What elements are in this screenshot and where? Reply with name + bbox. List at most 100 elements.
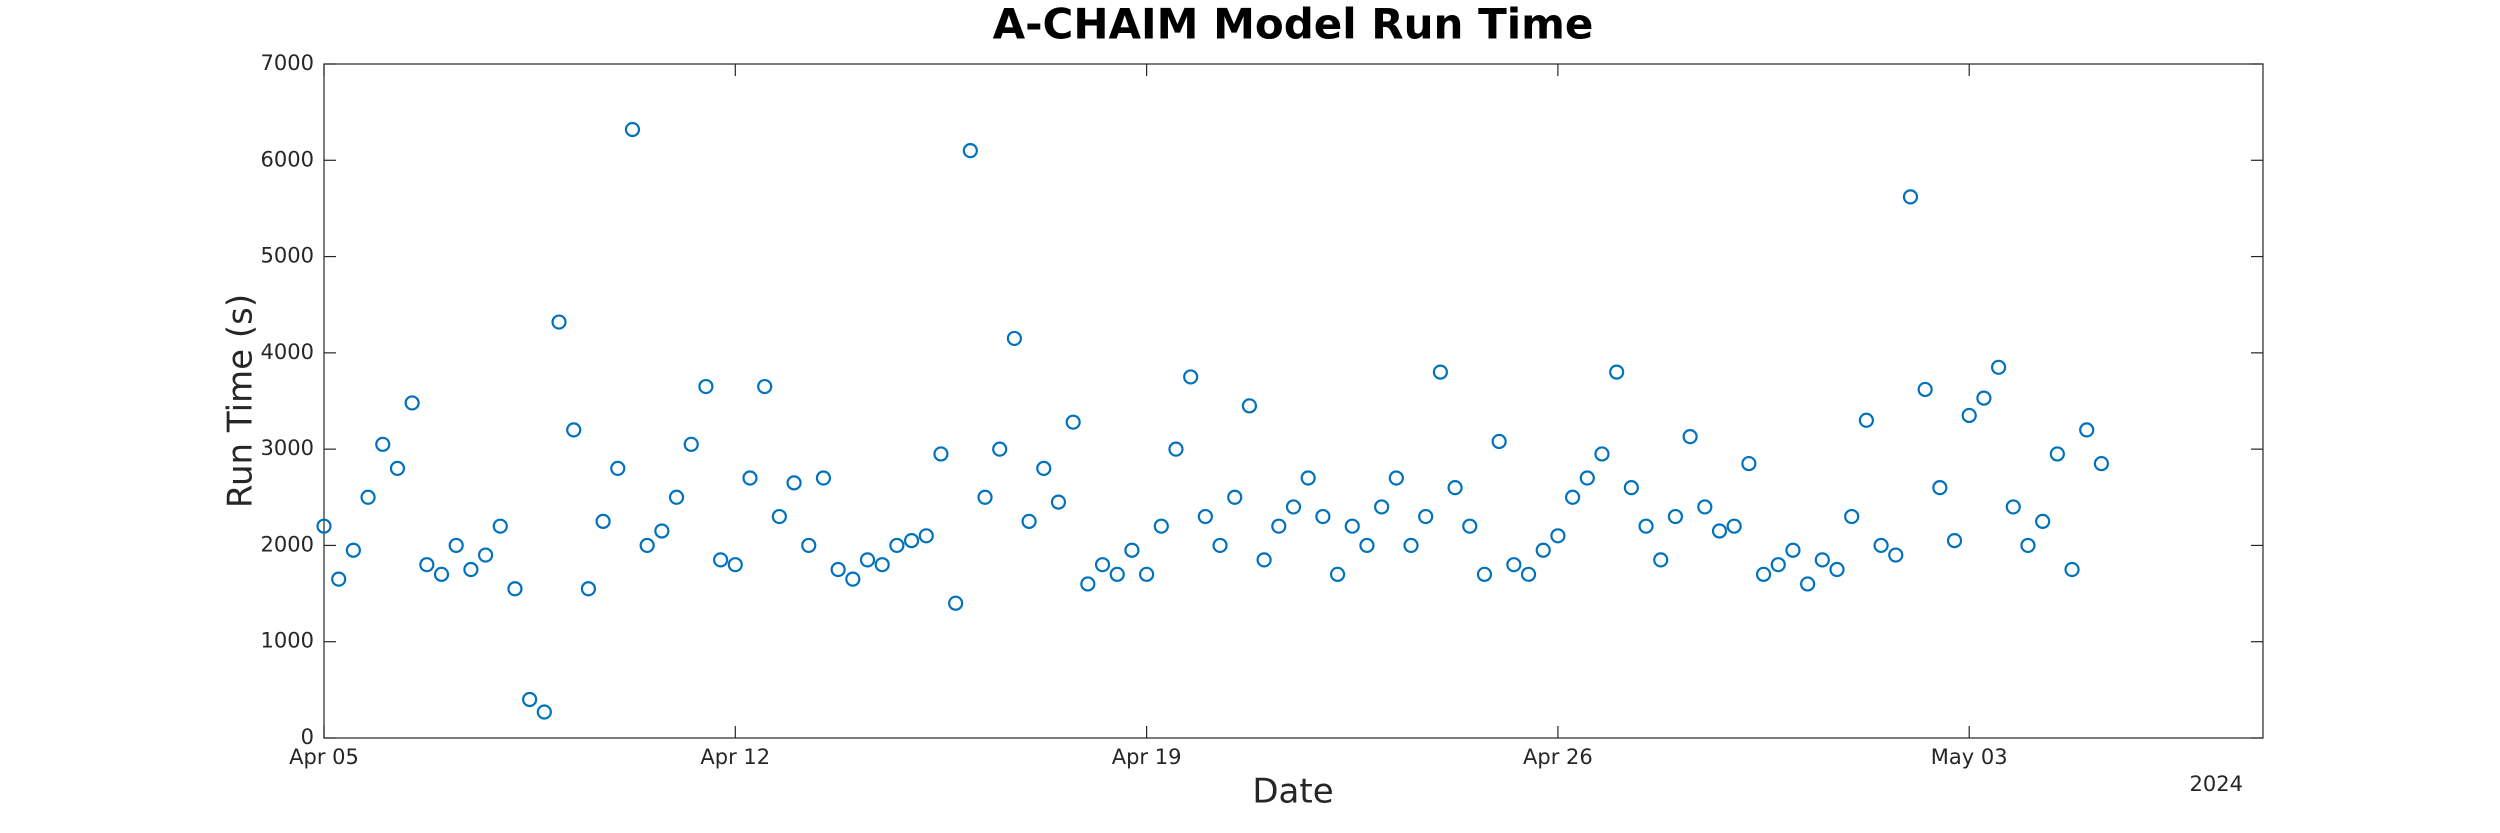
y-tick-label: 4000 xyxy=(261,340,314,364)
data-point xyxy=(1080,576,1096,592)
data-point xyxy=(1374,499,1390,515)
plot-frame xyxy=(323,63,2264,739)
data-point xyxy=(1594,446,1610,462)
data-point xyxy=(1329,566,1346,582)
data-point xyxy=(1183,369,1199,385)
data-point xyxy=(830,561,846,578)
data-point xyxy=(1447,480,1463,496)
data-point xyxy=(1212,537,1228,554)
y-axis-label: Run Time (s) xyxy=(221,294,261,508)
data-point xyxy=(1990,359,2007,375)
data-point xyxy=(1506,557,1522,573)
data-point xyxy=(389,460,406,476)
data-point xyxy=(404,395,420,411)
data-point xyxy=(1976,390,1992,406)
data-point xyxy=(1388,470,1404,486)
data-point xyxy=(1094,557,1111,573)
data-point xyxy=(1344,518,1360,534)
data-point xyxy=(1241,398,1258,414)
y-tick-label: 1000 xyxy=(261,629,314,653)
data-point xyxy=(316,518,332,534)
data-point xyxy=(1285,499,1302,515)
data-point xyxy=(1168,441,1184,457)
data-point xyxy=(1124,542,1140,558)
data-point xyxy=(580,581,597,597)
data-point xyxy=(742,470,758,486)
data-point xyxy=(610,460,626,476)
data-point xyxy=(477,547,494,563)
y-tick-label: 7000 xyxy=(261,51,314,75)
data-point xyxy=(683,436,699,452)
data-point xyxy=(698,378,714,395)
data-point xyxy=(815,470,832,486)
data-point xyxy=(1256,552,1272,568)
data-point xyxy=(918,528,934,544)
data-point xyxy=(2049,446,2065,462)
y-tick-label: 5000 xyxy=(261,244,314,268)
data-point xyxy=(522,691,538,708)
chart-title: A-CHAIM Model Run Time xyxy=(993,0,1594,49)
data-point xyxy=(463,561,479,578)
data-point xyxy=(1153,518,1169,534)
x-tick-label: May 03 xyxy=(1931,745,2008,769)
x-axis-label: Date xyxy=(1252,772,1333,812)
data-point xyxy=(1036,460,1052,476)
data-point xyxy=(2079,422,2095,438)
data-point xyxy=(948,595,964,611)
data-point xyxy=(1814,552,1830,568)
data-point xyxy=(1197,508,1213,525)
data-point xyxy=(624,121,641,138)
data-point xyxy=(1359,537,1375,554)
data-point xyxy=(2005,499,2021,515)
data-point xyxy=(668,489,685,505)
data-point xyxy=(1109,566,1125,582)
data-point xyxy=(1697,499,1713,515)
data-point xyxy=(1770,557,1786,573)
data-point xyxy=(1638,518,1654,534)
data-point xyxy=(566,422,582,438)
data-point xyxy=(1741,455,1757,472)
data-point xyxy=(786,475,802,491)
data-point xyxy=(889,537,905,554)
data-point xyxy=(1785,542,1801,558)
data-point xyxy=(771,508,787,525)
data-point xyxy=(1520,566,1537,582)
data-point xyxy=(507,581,523,597)
data-point xyxy=(654,523,670,539)
data-point xyxy=(757,378,773,395)
data-point xyxy=(1653,552,1669,568)
y-tick-label: 0 xyxy=(301,725,314,749)
data-point xyxy=(1800,576,1816,592)
data-point xyxy=(1564,489,1581,505)
data-point xyxy=(433,566,450,582)
data-point xyxy=(1844,508,1860,525)
data-point xyxy=(1873,537,1889,554)
data-point xyxy=(977,489,993,505)
data-point xyxy=(1961,407,1977,424)
data-point xyxy=(962,143,978,159)
data-point xyxy=(1271,518,1287,534)
data-point xyxy=(1476,566,1493,582)
data-point xyxy=(845,571,861,587)
data-point xyxy=(1139,566,1155,582)
y-tick-label: 3000 xyxy=(261,436,314,460)
data-point xyxy=(1755,566,1772,582)
data-point xyxy=(1902,189,1919,205)
data-point xyxy=(903,533,920,549)
data-point xyxy=(551,314,567,330)
data-point xyxy=(1579,470,1595,486)
data-point xyxy=(1403,537,1419,554)
data-point xyxy=(1667,508,1684,525)
data-point xyxy=(1462,518,1478,534)
data-point xyxy=(1418,508,1434,525)
x-tick-label: Apr 26 xyxy=(1523,745,1593,769)
data-point xyxy=(1550,528,1566,544)
data-point xyxy=(801,537,817,554)
y-tick-label: 6000 xyxy=(261,147,314,171)
data-point xyxy=(1006,330,1023,347)
data-point xyxy=(375,436,391,452)
data-point xyxy=(1888,547,1904,563)
x-year-label: 2024 xyxy=(2190,772,2243,796)
data-point xyxy=(1227,489,1243,505)
